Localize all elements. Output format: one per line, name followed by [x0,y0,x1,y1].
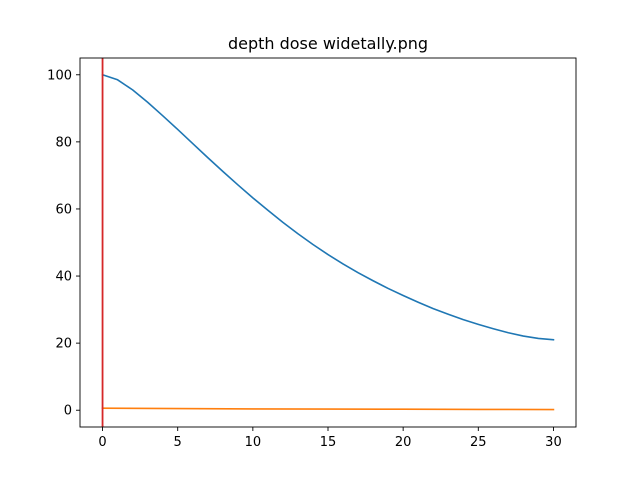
y-tick-label: 20 [55,337,72,352]
x-tick-label: 30 [545,435,562,450]
y-tick-label: 60 [55,202,72,217]
plot-area: 0 5 10 15 20 25 30 0 20 40 60 80 100 [47,57,577,450]
series-line-1 [101,73,555,341]
chart-title: depth dose widetally.png [228,34,428,53]
plot-frame [79,57,577,428]
x-tick-label: 10 [245,435,262,450]
x-tick-label: 5 [174,435,182,450]
x-tick-label: 15 [320,435,337,450]
y-tick-label: 0 [64,404,72,419]
x-tick-label: 25 [470,435,487,450]
y-tick-label: 80 [55,135,72,150]
series-line-2 [101,407,555,411]
x-tick-label: 20 [395,435,412,450]
y-tick-label: 100 [47,68,72,83]
y-tick-label: 40 [55,270,72,285]
x-tick-label: 0 [98,435,106,450]
